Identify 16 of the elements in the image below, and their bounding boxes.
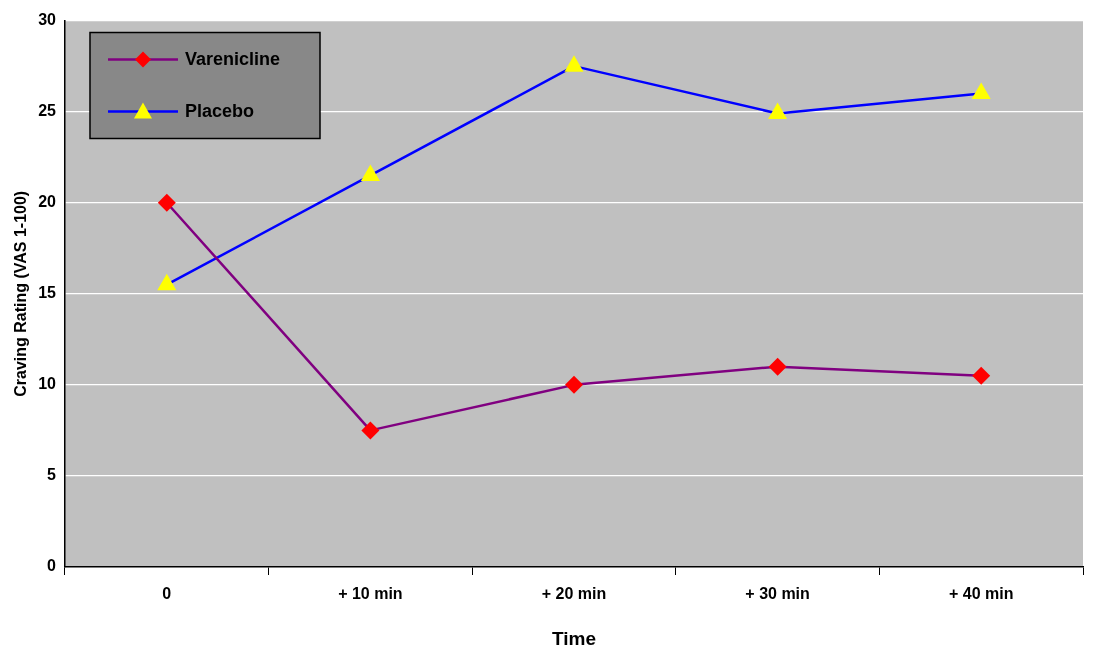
y-axis-title: Craving Rating (VAS 1-100) bbox=[12, 190, 30, 397]
y-tick-label: 25 bbox=[38, 102, 57, 120]
y-tick-label: 0 bbox=[47, 557, 57, 575]
y-tick-label: 30 bbox=[38, 11, 57, 29]
x-tick-label: 0 bbox=[162, 585, 172, 603]
x-tick-label: + 10 min bbox=[338, 585, 403, 603]
x-axis-title: Time bbox=[551, 627, 597, 649]
legend-label: Placebo bbox=[185, 100, 255, 121]
x-tick-label: + 40 min bbox=[948, 585, 1014, 603]
x-tick-label: + 30 min bbox=[745, 585, 810, 603]
y-tick-label: 20 bbox=[38, 193, 57, 211]
legend-label: Varenicline bbox=[185, 48, 281, 69]
y-tick-label: 10 bbox=[38, 375, 57, 393]
y-tick-label: 5 bbox=[47, 466, 57, 484]
y-tick-label: 15 bbox=[38, 284, 57, 302]
x-tick-label: + 20 min bbox=[541, 585, 607, 603]
